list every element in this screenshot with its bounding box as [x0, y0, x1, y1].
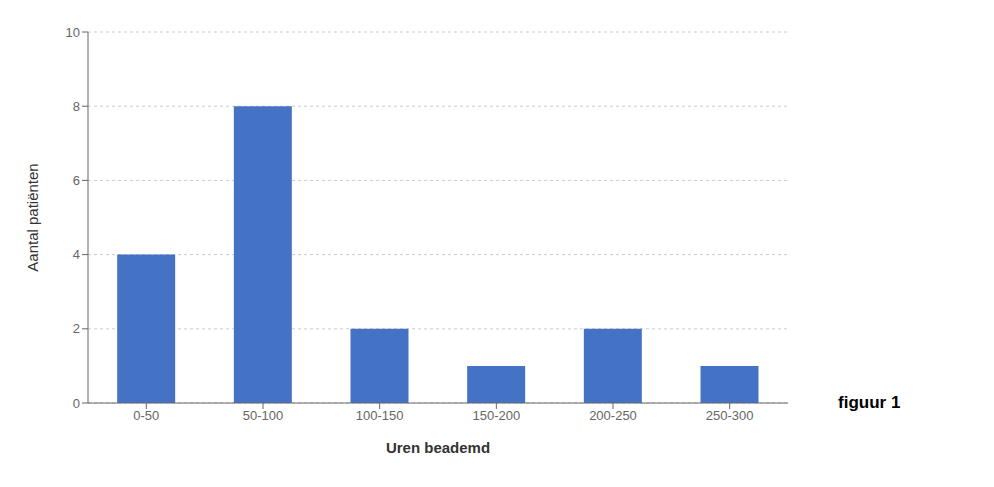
svg-text:0-50: 0-50: [133, 408, 159, 423]
svg-text:200-250: 200-250: [589, 408, 637, 423]
svg-text:0: 0: [73, 396, 80, 411]
svg-text:150-200: 150-200: [472, 408, 520, 423]
svg-text:Uren beademd: Uren beademd: [386, 439, 490, 456]
svg-text:8: 8: [73, 99, 80, 114]
svg-text:250-300: 250-300: [706, 408, 754, 423]
svg-text:10: 10: [66, 25, 80, 40]
svg-text:50-100: 50-100: [243, 408, 283, 423]
svg-text:4: 4: [73, 247, 80, 262]
svg-text:6: 6: [73, 173, 80, 188]
svg-text:100-150: 100-150: [356, 408, 404, 423]
svg-text:Aantal patiënten: Aantal patiënten: [24, 163, 41, 271]
svg-text:2: 2: [73, 321, 80, 336]
html-text:figuur 1: figuur 1: [838, 393, 901, 412]
